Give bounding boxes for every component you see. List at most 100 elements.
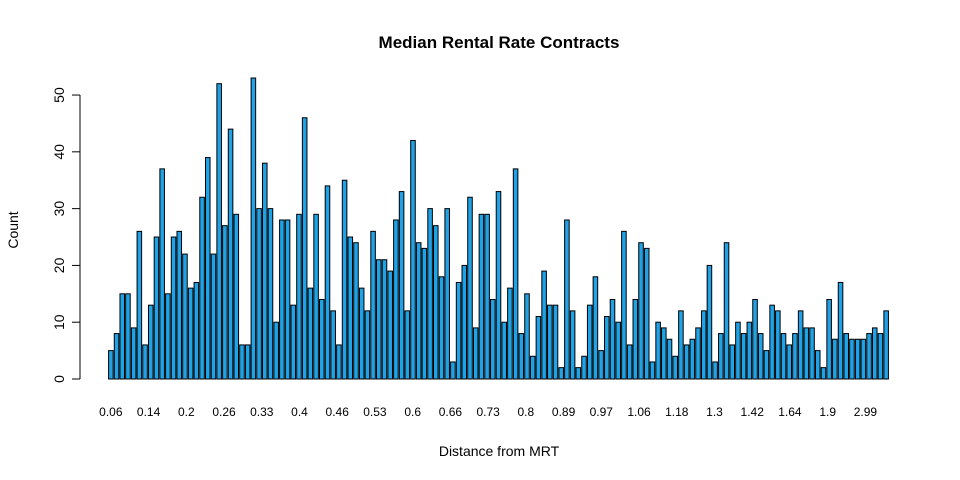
bar xyxy=(182,253,188,380)
bar xyxy=(552,304,559,380)
y-axis-label: Count xyxy=(5,211,21,248)
bar xyxy=(837,281,844,380)
bar xyxy=(592,276,599,380)
bar xyxy=(267,208,274,380)
y-tick-label: 10 xyxy=(51,314,67,330)
bar xyxy=(273,321,279,380)
bar xyxy=(210,253,217,380)
bar xyxy=(649,361,656,380)
bar xyxy=(655,321,661,380)
bar xyxy=(347,236,354,380)
bar xyxy=(427,208,433,380)
bar xyxy=(256,208,262,380)
bar xyxy=(376,259,382,380)
bar xyxy=(119,293,126,380)
bar xyxy=(341,179,348,380)
bar xyxy=(290,304,297,380)
x-tick-label: 1.18 xyxy=(665,405,689,419)
bar xyxy=(609,298,616,380)
bar xyxy=(820,367,827,380)
bar xyxy=(615,321,622,380)
bar xyxy=(467,196,473,380)
bar xyxy=(757,333,764,380)
bar xyxy=(535,316,542,380)
bar xyxy=(661,327,667,380)
bar xyxy=(792,333,798,380)
bar xyxy=(740,333,747,380)
bar xyxy=(393,219,399,380)
bar xyxy=(244,344,251,380)
bar xyxy=(723,242,730,380)
bar xyxy=(113,333,120,380)
x-tick-label: 0.4 xyxy=(291,405,308,419)
x-tick-label: 0.97 xyxy=(590,405,614,419)
bar xyxy=(279,219,285,380)
bar xyxy=(529,355,536,380)
bar xyxy=(204,157,211,380)
bar xyxy=(814,350,821,380)
x-tick-label: 0.6 xyxy=(404,405,421,419)
bar xyxy=(672,355,679,380)
x-tick-label: 0.06 xyxy=(99,405,123,419)
x-tick-labels: 0.06 0.14 0.2 0.26 0.33 0.4 0.46 0.53 0.6 0.66 0.7… xyxy=(99,405,877,419)
bar xyxy=(746,321,753,380)
bar xyxy=(450,361,456,380)
bar xyxy=(313,213,319,380)
x-tick-label: 1.64 xyxy=(778,405,802,419)
bar xyxy=(598,350,604,380)
x-tick-label: 0.2 xyxy=(178,405,195,419)
bar xyxy=(301,117,308,380)
bar xyxy=(706,264,713,380)
bar xyxy=(775,310,781,380)
bar xyxy=(541,270,547,380)
bar xyxy=(461,264,468,380)
x-tick-label: 0.26 xyxy=(212,405,236,419)
bar xyxy=(700,310,707,380)
bar xyxy=(780,333,787,380)
bar xyxy=(261,162,268,380)
bar xyxy=(478,213,485,380)
chart-title: Median Rental Rate Contracts xyxy=(379,33,620,52)
x-tick-label: 0.14 xyxy=(137,405,161,419)
bar xyxy=(666,338,673,380)
bar xyxy=(142,344,148,380)
x-tick-label: 0.8 xyxy=(518,405,535,419)
bar xyxy=(501,321,507,380)
bar xyxy=(507,287,513,380)
bar xyxy=(752,298,758,380)
bar xyxy=(832,338,838,380)
bar xyxy=(547,304,553,380)
bar xyxy=(518,333,525,380)
bar xyxy=(490,298,496,380)
x-tick-label: 2.99 xyxy=(854,405,878,419)
bar xyxy=(387,270,393,380)
bar xyxy=(444,208,450,380)
bar xyxy=(729,344,736,380)
bar xyxy=(296,213,302,380)
bar xyxy=(239,344,245,380)
bar xyxy=(159,168,165,380)
y-tick-label: 50 xyxy=(51,87,67,103)
bar xyxy=(125,293,131,380)
bar xyxy=(695,327,701,380)
bar xyxy=(381,259,388,380)
x-tick-label: 1.9 xyxy=(819,405,836,419)
bar xyxy=(809,327,815,380)
bar xyxy=(866,333,872,380)
x-tick-label: 0.89 xyxy=(552,405,576,419)
bar xyxy=(626,344,633,380)
bar xyxy=(404,310,411,380)
x-tick-label: 0.73 xyxy=(476,405,500,419)
bar xyxy=(564,219,570,380)
bar xyxy=(199,196,205,380)
x-tick-label: 1.06 xyxy=(627,405,651,419)
bars xyxy=(108,77,889,380)
bar xyxy=(735,321,741,380)
x-tick-label: 1.3 xyxy=(706,405,723,419)
bar xyxy=(370,230,376,380)
bar xyxy=(638,242,644,380)
bar xyxy=(170,236,177,380)
y-tick-label: 20 xyxy=(51,257,67,273)
bar xyxy=(849,338,855,380)
